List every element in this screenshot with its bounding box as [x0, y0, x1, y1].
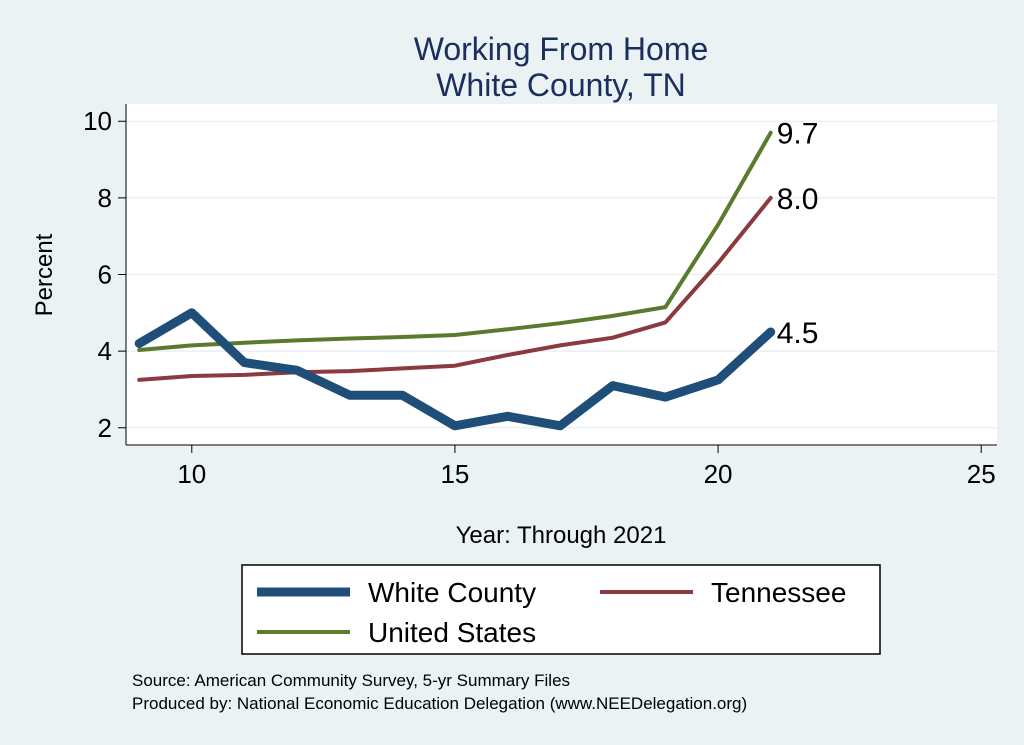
x-tick-label-25: 25: [967, 459, 996, 489]
series-layer: [134, 130, 776, 431]
end-label-white-county: 4.5: [777, 317, 819, 350]
y-tick-layer: 2 4 6 8 10: [83, 106, 126, 443]
end-label-layer: 4.5 8.0 9.7: [777, 118, 819, 350]
y-axis-title: Percent: [31, 233, 58, 316]
legend-label-tennessee: Tennessee: [711, 577, 846, 608]
legend-label-white-county: White County: [368, 577, 536, 608]
grid-layer: [126, 120, 997, 429]
x-tick-label-15: 15: [440, 459, 469, 489]
series-line-white-county: [134, 308, 776, 431]
y-tick-label-2: 2: [98, 413, 112, 443]
producer-line: Produced by: National Economic Education…: [132, 694, 747, 713]
end-label-tennessee: 8.0: [777, 183, 819, 216]
x-tick-label-20: 20: [704, 459, 733, 489]
y-tick-label-10: 10: [83, 106, 112, 136]
x-tick-label-10: 10: [177, 459, 206, 489]
y-tick-label-4: 4: [98, 336, 112, 366]
x-tick-layer: 10 15 20 25: [177, 445, 996, 489]
chart-title-line-2: White County, TN: [436, 67, 686, 103]
series-line-tennessee: [137, 195, 773, 382]
y-tick-label-6: 6: [98, 260, 112, 290]
legend: White County Tennessee United States: [241, 564, 881, 655]
source-line: Source: American Community Survey, 5-yr …: [132, 671, 570, 690]
legend-box: [241, 564, 881, 655]
x-axis-title: Year: Through 2021: [456, 522, 667, 549]
chart-title-line-1: Working From Home: [414, 31, 709, 67]
legend-label-united-states: United States: [368, 617, 536, 648]
end-label-united-states: 9.7: [777, 118, 819, 151]
series-line-united-states: [137, 130, 773, 352]
y-tick-label-8: 8: [98, 183, 112, 213]
